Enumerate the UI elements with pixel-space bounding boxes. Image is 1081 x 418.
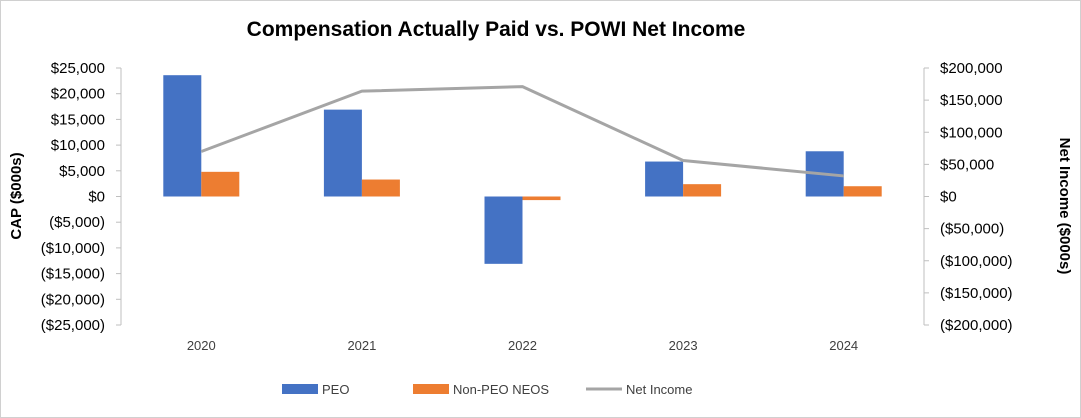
right-axis-tick-label: $100,000 [940,124,1003,141]
left-axis-tick-label: $15,000 [51,111,105,128]
x-axis-tick-label: 2020 [187,338,216,353]
right-axis-tick-label: $200,000 [940,60,1003,77]
bar-non-peo-neos-2022 [522,196,561,201]
right-axis: $200,000 $150,000 $100,000 $50,000 $0 ($50,00… [923,60,1013,334]
line-net-income [200,85,844,178]
right-axis-tick-label: ($150,000) [940,285,1013,302]
x-axis-tick-label: 2022 [508,338,537,353]
left-axis-tick-label: $5,000 [59,163,105,180]
legend-label-peo: PEO [322,382,349,397]
right-axis-tick-label: ($50,000) [940,221,1004,238]
bar-non-peo-neos-2020 [201,171,240,197]
left-axis-tick-label: $25,000 [51,60,105,77]
bar-non-peo-neos-2021 [361,179,400,197]
x-axis: 2020 2021 2022 2023 2024 [187,338,858,353]
left-axis-tick-label: $0 [88,189,105,206]
right-axis-tick-label: $150,000 [940,92,1003,109]
bar-peo-2023 [645,161,684,197]
y-axis-label: CAP ($000s) [8,152,25,239]
chart-title: Compensation Actually Paid vs. POWI Net … [247,18,746,41]
bar-peo-2022 [484,196,523,264]
legend-swatch-non-peo [413,384,449,394]
right-axis-tick-label: $0 [940,189,957,206]
left-axis-tick-label: $20,000 [51,86,105,103]
bar-non-peo-neos-2023 [683,184,722,197]
legend-label-non-peo: Non-PEO NEOS [453,382,549,397]
left-axis-tick-label: ($10,000) [41,240,105,257]
bar-non-peo-neos-2024 [843,186,882,197]
right-axis-tick-label: ($200,000) [940,317,1013,334]
net-income-line [200,85,844,178]
bar-peo-2021 [323,109,362,197]
right-axis-tick-label: $50,000 [940,156,994,173]
bar-peo-2020 [163,75,202,197]
right-axis-tick-label: ($100,000) [940,253,1013,270]
x-axis-tick-label: 2024 [829,338,858,353]
left-axis-tick-label: ($15,000) [41,266,105,283]
x-axis-tick-label: 2023 [669,338,698,353]
left-axis-tick-label: ($20,000) [41,291,105,308]
legend-swatch-peo [282,384,318,394]
left-axis-tick-label: $10,000 [51,137,105,154]
y2-axis-label: Net Income ($000s) [1056,138,1073,275]
left-axis-tick-label: ($25,000) [41,317,105,334]
x-axis-tick-label: 2021 [347,338,376,353]
left-axis-tick-label: ($5,000) [49,214,105,231]
legend: PEO Non-PEO NEOS Net Income [282,382,692,397]
legend-label-net-income: Net Income [626,382,692,397]
left-axis: $25,000 $20,000 $15,000 $10,000 $5,000 $0 ($5,… [41,60,122,334]
